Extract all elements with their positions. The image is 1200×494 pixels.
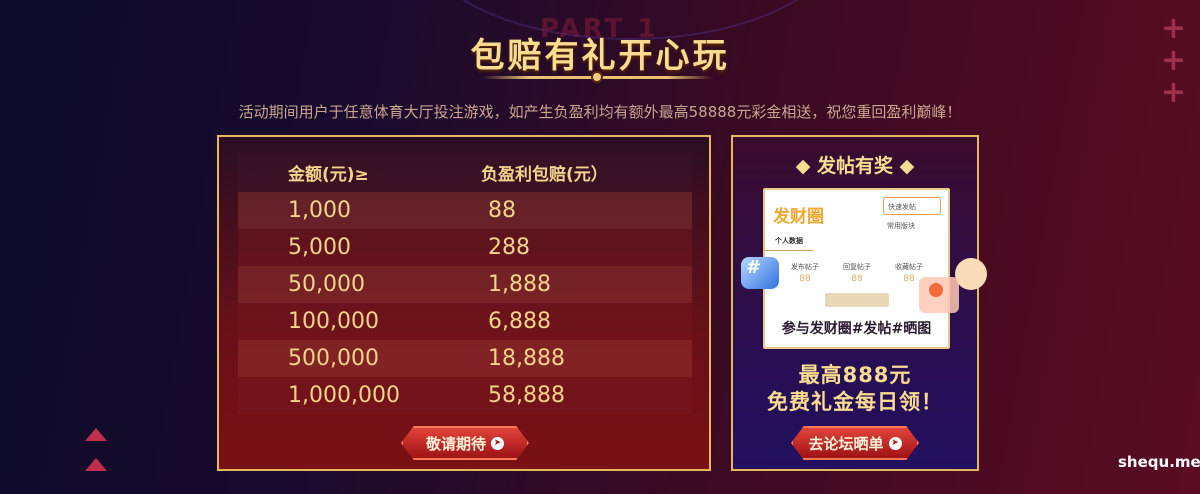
button-label: 去论坛晒单 [808,434,884,453]
compensation-cell: 18,888 [488,346,565,371]
header-compensation: 负盈利包赔(元） [481,164,608,185]
table-row: 500,000 18,888 [238,340,692,377]
page-subtitle: 活动期间用户于任意体育大厅投注游戏，如产生负盈利均有额外最高58888元彩金相送… [238,103,962,121]
compensation-panel: 金额(元)≥ 负盈利包赔(元） 1,000 88 5,000 288 50,000 1,8… [217,135,711,471]
table-header: 金额(元)≥ 负盈利包赔(元） [238,152,692,192]
arrow-right-icon: ➤ [491,436,504,450]
compensation-table: 金额(元)≥ 负盈利包赔(元） 1,000 88 5,000 288 50,000 1,8… [238,152,692,414]
stat-favorites: 收藏帖子 88 [895,263,923,284]
button-label: 敬请期待 [425,434,486,453]
promo-line-1: 最高888元 [798,363,912,387]
amount-cell: 1,000 [288,198,351,223]
coming-soon-button[interactable]: 敬请期待 ➤ [401,426,529,460]
promo-panel: ◆ 发帖有奖 ◆ 发财圈 快速发帖 常用版块 个人数据 发布帖子 88 回复帖子 8… [731,135,987,471]
plus-decoration-icon: + [1160,43,1186,78]
compensation-cell: 88 [488,198,516,223]
arrow-right-icon: ➤ [888,436,902,450]
pointing-hand-icon [955,258,987,290]
header-amount: 金额(元)≥ [288,164,369,185]
triangle-decoration-icon [85,428,107,441]
tab-underline [765,250,813,251]
promo-title: ◆ 发帖有奖 ◆ [795,155,915,177]
amount-cell: 500,000 [288,346,379,371]
compensation-cell: 1,888 [488,272,551,297]
forum-preview-card: 发财圈 快速发帖 常用版块 个人数据 发布帖子 88 回复帖子 88 收藏帖子 88 … [763,188,987,349]
title-divider [483,71,713,83]
triangle-decoration-icon [85,458,107,471]
card-logo: 发财圈 [773,207,824,227]
card-button [825,293,889,307]
amount-cell: 5,000 [288,235,351,260]
table-row: 1,000 88 [238,192,692,229]
table-row: 50,000 1,888 [238,266,692,303]
card-caption: 参与发财圈#发帖#晒图 [781,321,932,337]
amount-cell: 1,000,000 [288,383,400,408]
plus-decoration-icon: + [1160,11,1186,46]
compensation-cell: 6,888 [488,309,551,334]
personal-data-tab: 个人数据 [775,237,803,245]
table-row: 5,000 288 [238,229,692,266]
compensation-cell: 288 [488,235,530,260]
common-sections: 常用版块 [887,222,915,230]
watermark: shequ.me [1118,453,1200,471]
plus-decoration-icon: + [1160,75,1186,110]
promo-line-2: 免费礼金每日领！ [767,390,943,414]
page-title: 包赔有礼开心玩 [470,36,730,76]
stat-replies: 回复帖子 88 [843,263,871,284]
amount-cell: 50,000 [288,272,365,297]
part-watermark: PART 1 [540,14,659,44]
stat-posts: 发布帖子 88 [791,263,819,284]
forum-share-button[interactable]: 去论坛晒单 ➤ [791,426,919,460]
hashtag-icon: # [741,257,779,289]
gem-icon [591,71,603,83]
promo-title-text: 发帖有奖 [816,155,893,177]
quick-post: 快速发帖 [883,197,941,215]
amount-cell: 100,000 [288,309,379,334]
table-row: 100,000 6,888 [238,303,692,340]
table-row: 1,000,000 58,888 [238,377,692,414]
compensation-cell: 58,888 [488,383,565,408]
image-icon [919,277,959,313]
